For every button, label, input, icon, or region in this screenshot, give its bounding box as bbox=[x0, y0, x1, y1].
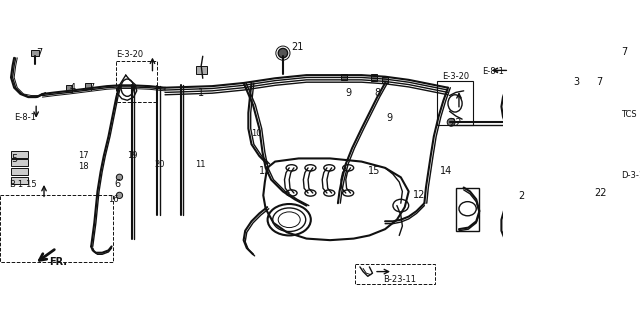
Text: B-23-11: B-23-11 bbox=[383, 275, 417, 284]
Circle shape bbox=[116, 192, 123, 198]
Text: E-3-20: E-3-20 bbox=[116, 50, 143, 59]
Bar bbox=[196, 66, 207, 74]
Text: E-8-1: E-8-1 bbox=[483, 67, 504, 76]
Text: 20: 20 bbox=[154, 160, 164, 169]
Text: B-1-15: B-1-15 bbox=[10, 180, 37, 189]
Text: 18: 18 bbox=[79, 162, 89, 171]
Bar bbox=[371, 74, 377, 81]
Text: 7: 7 bbox=[596, 77, 602, 87]
Text: 15: 15 bbox=[368, 166, 380, 176]
Text: FR.: FR. bbox=[49, 258, 67, 268]
Circle shape bbox=[447, 118, 455, 126]
Text: 6: 6 bbox=[115, 179, 121, 189]
Text: 3: 3 bbox=[573, 77, 580, 87]
Text: 14: 14 bbox=[440, 166, 452, 176]
Bar bbox=[85, 83, 91, 89]
Text: 7: 7 bbox=[621, 47, 627, 57]
Text: 5: 5 bbox=[11, 154, 17, 164]
Bar bbox=[11, 177, 28, 184]
Text: 16: 16 bbox=[108, 196, 119, 204]
Text: 12: 12 bbox=[413, 190, 426, 200]
Text: 19: 19 bbox=[127, 151, 138, 160]
Text: 22: 22 bbox=[594, 188, 607, 198]
Text: 13: 13 bbox=[259, 166, 271, 176]
Text: 22: 22 bbox=[449, 117, 462, 128]
Text: 2: 2 bbox=[518, 191, 525, 201]
Text: TCS: TCS bbox=[621, 110, 637, 119]
Text: 9: 9 bbox=[387, 113, 393, 123]
Text: 8: 8 bbox=[374, 88, 380, 98]
Bar bbox=[580, 182, 635, 229]
Text: 21: 21 bbox=[291, 42, 303, 52]
Bar bbox=[382, 77, 388, 83]
Bar bbox=[355, 264, 435, 284]
Bar bbox=[456, 188, 479, 231]
Circle shape bbox=[278, 48, 287, 58]
Bar bbox=[66, 85, 72, 92]
Text: 1: 1 bbox=[198, 88, 204, 98]
Text: 7: 7 bbox=[88, 83, 94, 93]
Text: 4: 4 bbox=[69, 83, 76, 93]
Bar bbox=[11, 151, 28, 158]
Circle shape bbox=[116, 174, 123, 180]
Bar bbox=[0, 195, 113, 262]
Bar bbox=[11, 159, 28, 166]
Bar bbox=[11, 168, 28, 175]
Text: 11: 11 bbox=[195, 160, 205, 169]
Bar bbox=[31, 50, 39, 56]
Text: 10: 10 bbox=[252, 129, 262, 138]
Text: E-8-1: E-8-1 bbox=[14, 113, 36, 122]
Text: 9: 9 bbox=[346, 88, 352, 98]
Text: 7: 7 bbox=[36, 48, 42, 59]
Bar bbox=[116, 61, 157, 102]
Text: 17: 17 bbox=[79, 151, 89, 160]
Text: E-3-20: E-3-20 bbox=[442, 72, 468, 81]
Text: D-3-1: D-3-1 bbox=[621, 171, 640, 180]
Bar bbox=[437, 81, 473, 125]
Bar bbox=[341, 74, 348, 80]
